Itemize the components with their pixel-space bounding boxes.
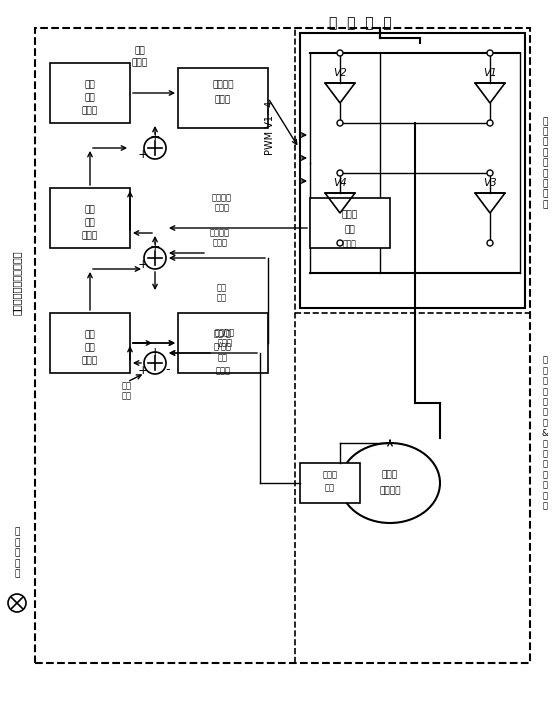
Bar — [178, 68, 268, 128]
Text: 调节器: 调节器 — [215, 96, 231, 105]
Text: 电流: 电流 — [85, 205, 95, 214]
Text: 开关频率: 开关频率 — [212, 81, 234, 89]
Circle shape — [337, 240, 343, 246]
Text: V1: V1 — [483, 68, 497, 78]
Ellipse shape — [340, 443, 440, 523]
Bar — [300, 33, 525, 308]
Text: 电流: 电流 — [85, 81, 95, 89]
Text: 飞
车
危
险
：: 飞 车 危 险 ： — [15, 528, 20, 579]
Text: 例/积分: 例/积分 — [214, 342, 232, 351]
Text: 微分/比: 微分/比 — [214, 328, 232, 337]
Text: 电流传感
器信号: 电流传感 器信号 — [210, 228, 230, 247]
Text: V2: V2 — [333, 68, 347, 78]
Text: +: + — [138, 148, 148, 162]
Text: 电流
信号: 电流 信号 — [217, 283, 227, 303]
Text: V4: V4 — [333, 178, 347, 188]
Circle shape — [487, 170, 493, 176]
Circle shape — [144, 137, 166, 159]
Text: 三、磁悬浮轴承控制方法: 三、磁悬浮轴承控制方法 — [12, 251, 22, 316]
Text: 调节器: 调节器 — [82, 231, 98, 240]
Text: 控制: 控制 — [85, 344, 95, 352]
Text: 控制: 控制 — [218, 354, 228, 363]
Text: 频率: 频率 — [134, 46, 146, 56]
Text: 位置: 位置 — [85, 330, 95, 340]
Bar — [50, 63, 130, 123]
Bar — [310, 198, 390, 248]
Text: +: + — [150, 240, 160, 254]
Text: -: - — [166, 363, 170, 377]
Text: 磁悬浮: 磁悬浮 — [382, 470, 398, 479]
Text: 调节量: 调节量 — [132, 58, 148, 67]
Text: +: + — [138, 259, 148, 271]
Text: 调节器: 调节器 — [216, 366, 231, 375]
Text: 位置
基准: 位置 基准 — [122, 381, 132, 401]
Bar — [300, 463, 360, 503]
Bar — [50, 313, 130, 373]
Text: 控制: 控制 — [85, 219, 95, 228]
Text: 磁
悬
浮
轴
承
驱
动
部
分: 磁 悬 浮 轴 承 驱 动 部 分 — [542, 117, 548, 209]
Circle shape — [8, 594, 26, 612]
Text: +: + — [150, 345, 160, 359]
Text: 轴承本体: 轴承本体 — [379, 486, 401, 496]
Circle shape — [487, 240, 493, 246]
Circle shape — [144, 352, 166, 374]
Text: 偏置: 偏置 — [85, 93, 95, 103]
Text: 感器: 感器 — [325, 484, 335, 493]
Text: 控制器: 控制器 — [82, 106, 98, 115]
Text: 电流传感
器信号: 电流传感 器信号 — [215, 328, 235, 348]
Bar — [35, 28, 530, 663]
Text: 调节器: 调节器 — [82, 356, 98, 366]
Text: 电流传感
器信号: 电流传感 器信号 — [212, 193, 232, 213]
Bar — [50, 188, 130, 248]
Text: 位置传: 位置传 — [323, 470, 338, 479]
Circle shape — [487, 50, 493, 56]
Text: 篇  田  独  朴: 篇 田 独 朴 — [329, 16, 391, 30]
Text: 电流传: 电流传 — [342, 210, 358, 219]
Text: V3: V3 — [483, 178, 497, 188]
Text: 磁
悬
浮
轴
承
本
体
&
位
置
传
感
器
部
分: 磁 悬 浮 轴 承 本 体 & 位 置 传 感 器 部 分 — [542, 356, 548, 510]
Text: +: + — [138, 363, 148, 377]
Circle shape — [337, 120, 343, 126]
Bar — [178, 313, 268, 373]
Circle shape — [337, 170, 343, 176]
Circle shape — [144, 247, 166, 269]
Text: PWM V1~4: PWM V1~4 — [265, 101, 275, 155]
Text: 调节器: 调节器 — [343, 240, 357, 248]
Text: +: + — [150, 131, 160, 143]
Circle shape — [487, 120, 493, 126]
Circle shape — [337, 50, 343, 56]
Text: 感器: 感器 — [344, 226, 356, 235]
